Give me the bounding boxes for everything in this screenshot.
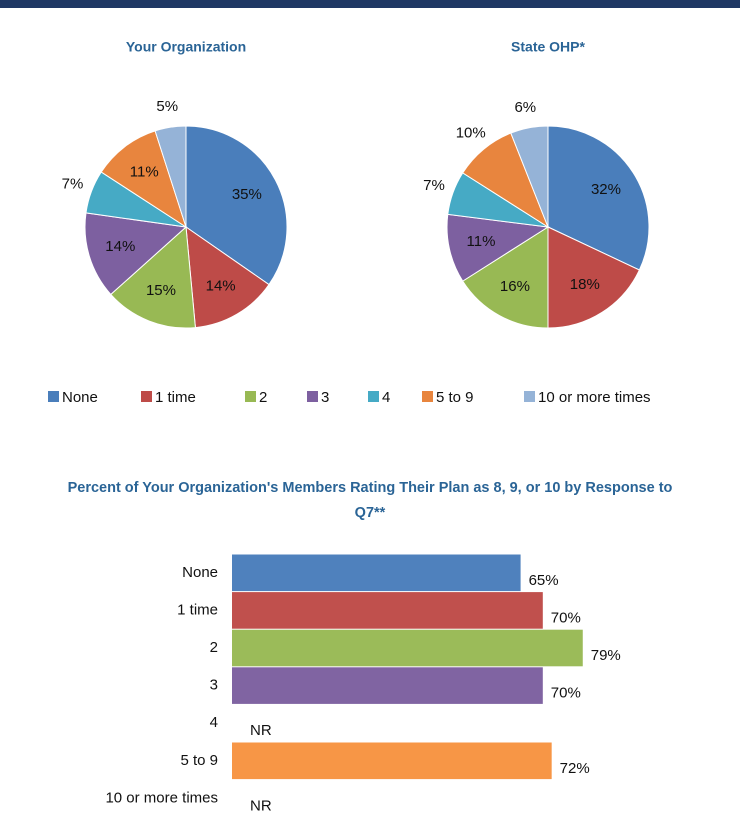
legend-swatch [141, 391, 152, 402]
data-label: 11% [130, 163, 159, 180]
data-label: NR [250, 722, 272, 739]
data-label: 7% [62, 176, 84, 193]
legend-label: 3 [321, 389, 329, 406]
data-label: 70% [551, 609, 581, 626]
pie-slice [547, 125, 650, 271]
data-label: 79% [591, 647, 621, 664]
data-label: 35% [232, 186, 262, 203]
pie-slice [462, 226, 549, 329]
data-label: 7% [423, 177, 445, 194]
bar [232, 667, 543, 704]
data-label: 5% [156, 98, 178, 115]
data-label: 32% [591, 181, 621, 198]
data-label: 15% [146, 282, 176, 299]
data-label: 16% [500, 278, 530, 295]
y-tick-label: 3 [210, 677, 218, 694]
bar [232, 629, 583, 667]
pie-slice [185, 125, 288, 286]
legend-swatch [524, 391, 535, 402]
top-bar [0, 0, 740, 8]
legend-swatch [307, 391, 318, 402]
legend-label: 1 time [155, 389, 196, 406]
data-label: 72% [560, 760, 590, 777]
legend-label: None [62, 389, 98, 406]
data-label: 65% [529, 572, 559, 589]
data-label: 18% [570, 276, 600, 293]
y-tick-label: 2 [210, 639, 218, 656]
legend-label: 10 or more times [538, 389, 651, 406]
legend-label: 5 to 9 [436, 389, 474, 406]
pie-slice [84, 212, 188, 296]
y-tick-label: None [182, 564, 218, 581]
data-label: 10% [456, 125, 486, 142]
data-label: NR [250, 797, 272, 814]
bar [232, 742, 552, 780]
pie-slice [185, 225, 270, 329]
data-label: 14% [105, 238, 135, 255]
pie-slice [110, 225, 196, 329]
legend-label: 2 [259, 389, 267, 406]
bar [232, 554, 521, 592]
y-tick-label: 10 or more times [105, 789, 218, 806]
data-label: 14% [206, 277, 236, 294]
data-label: 70% [551, 685, 581, 702]
legend-swatch [245, 391, 256, 402]
y-tick-label: 4 [210, 714, 218, 731]
pie-slice [446, 213, 550, 282]
data-label: 11% [467, 233, 496, 250]
legend-swatch [422, 391, 433, 402]
pie-slice [100, 130, 187, 229]
chart-title: Your Organization [126, 39, 246, 55]
chart-title: Percent of Your Organization's Members R… [67, 480, 673, 521]
y-tick-label: 5 to 9 [180, 752, 218, 769]
legend-label: 4 [382, 389, 390, 406]
bar [232, 592, 543, 629]
data-label: 6% [514, 99, 536, 116]
pie-slice [547, 226, 641, 329]
pie-slice [154, 125, 187, 228]
legend-swatch [48, 391, 59, 402]
legend-swatch [368, 391, 379, 402]
y-tick-label: 1 time [177, 601, 218, 618]
pie-slice [510, 125, 549, 228]
chart-title: State OHP* [511, 39, 585, 55]
